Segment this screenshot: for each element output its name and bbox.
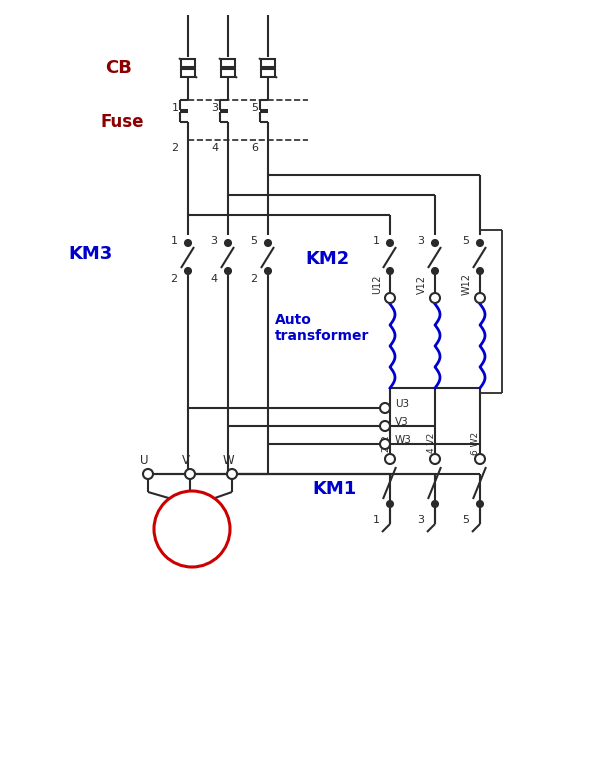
Circle shape bbox=[387, 240, 393, 246]
Circle shape bbox=[430, 454, 440, 464]
Circle shape bbox=[475, 454, 485, 464]
Circle shape bbox=[432, 501, 438, 507]
Text: 1: 1 bbox=[171, 236, 177, 246]
Bar bbox=[261, 69, 275, 77]
Circle shape bbox=[185, 268, 191, 274]
Text: Motor: Motor bbox=[172, 522, 212, 536]
Text: 4: 4 bbox=[211, 143, 219, 153]
Text: KM1: KM1 bbox=[312, 480, 356, 498]
Text: U3: U3 bbox=[395, 399, 409, 409]
Text: 1: 1 bbox=[171, 103, 179, 113]
Text: 4: 4 bbox=[210, 274, 217, 284]
Text: 3: 3 bbox=[211, 236, 217, 246]
Text: Fuse: Fuse bbox=[100, 113, 143, 131]
Text: 5: 5 bbox=[251, 236, 257, 246]
Text: 2: 2 bbox=[250, 274, 257, 284]
Circle shape bbox=[225, 240, 231, 246]
Text: 5: 5 bbox=[463, 515, 469, 525]
Text: KM3: KM3 bbox=[68, 245, 112, 263]
Text: 1: 1 bbox=[373, 236, 380, 246]
Text: 3: 3 bbox=[417, 236, 424, 246]
Text: U12: U12 bbox=[372, 274, 382, 294]
Bar bbox=[261, 59, 275, 67]
Circle shape bbox=[477, 268, 483, 274]
Circle shape bbox=[385, 454, 395, 464]
Circle shape bbox=[432, 268, 438, 274]
Circle shape bbox=[380, 403, 390, 413]
Circle shape bbox=[430, 293, 440, 303]
Circle shape bbox=[385, 293, 395, 303]
Text: 1: 1 bbox=[373, 515, 380, 525]
Text: U: U bbox=[140, 455, 148, 468]
Circle shape bbox=[185, 240, 191, 246]
Text: 3: 3 bbox=[211, 103, 219, 113]
Circle shape bbox=[227, 469, 237, 479]
Circle shape bbox=[477, 501, 483, 507]
Text: 4 V2: 4 V2 bbox=[426, 433, 435, 453]
Text: W3: W3 bbox=[395, 435, 412, 445]
Text: 3: 3 bbox=[417, 515, 424, 525]
Circle shape bbox=[380, 421, 390, 431]
Text: W12: W12 bbox=[462, 273, 472, 295]
Text: V12: V12 bbox=[417, 274, 427, 294]
Bar bbox=[221, 59, 235, 67]
Circle shape bbox=[380, 439, 390, 449]
Circle shape bbox=[265, 240, 271, 246]
Text: V3: V3 bbox=[395, 417, 409, 427]
Text: CB: CB bbox=[105, 59, 132, 77]
Circle shape bbox=[185, 469, 195, 479]
Circle shape bbox=[475, 293, 485, 303]
Circle shape bbox=[477, 240, 483, 246]
Bar bbox=[221, 69, 235, 77]
Text: 6: 6 bbox=[251, 143, 259, 153]
Text: W: W bbox=[222, 455, 234, 468]
Text: 5: 5 bbox=[463, 236, 469, 246]
Text: 2: 2 bbox=[170, 274, 177, 284]
Text: 6 W2: 6 W2 bbox=[472, 431, 481, 455]
Text: 2: 2 bbox=[171, 143, 179, 153]
Circle shape bbox=[387, 501, 393, 507]
Circle shape bbox=[143, 469, 153, 479]
Circle shape bbox=[154, 491, 230, 567]
Text: V: V bbox=[182, 455, 190, 468]
Text: 2U2: 2U2 bbox=[381, 434, 390, 452]
Circle shape bbox=[265, 268, 271, 274]
Circle shape bbox=[432, 240, 438, 246]
Text: KM2: KM2 bbox=[305, 250, 349, 268]
Circle shape bbox=[387, 268, 393, 274]
Text: 5: 5 bbox=[251, 103, 259, 113]
Text: Auto
transformer: Auto transformer bbox=[275, 313, 370, 343]
Bar bbox=[181, 59, 195, 67]
Circle shape bbox=[225, 268, 231, 274]
Bar bbox=[181, 69, 195, 77]
